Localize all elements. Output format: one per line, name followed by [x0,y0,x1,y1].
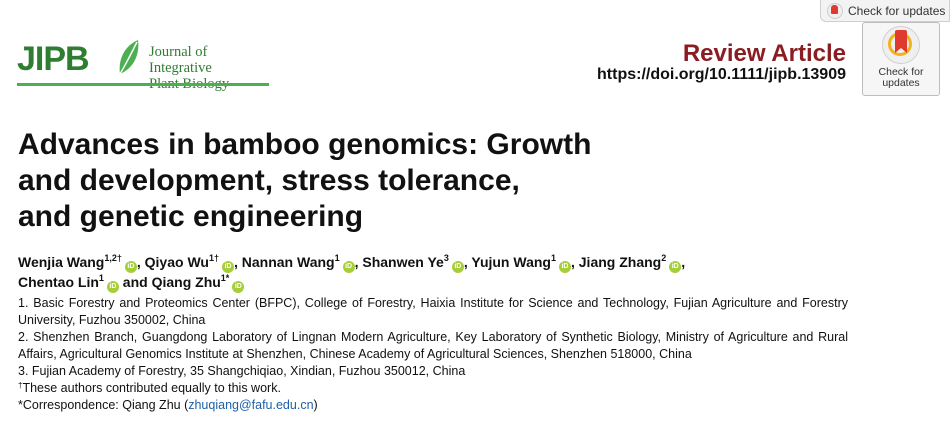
check-for-updates-banner[interactable]: Check for updates [820,0,950,22]
orcid-icon[interactable]: iD [342,261,355,273]
author[interactable]: Qiyao Wu1†iD [144,253,234,273]
author-separator: , [354,254,359,270]
author-name: Qiyao Wu [144,254,209,270]
title-line: and development, stress tolerance, [18,164,520,197]
affiliations: 1. Basic Forestry and Proteomics Center … [18,295,848,414]
badge-line2: updates [882,77,920,89]
author-name: Yujun Wang [471,254,551,270]
correspondence-email-link[interactable]: zhuqiang@fafu.edu.cn [188,398,314,412]
author[interactable]: Qiang Zhu1*iD [151,273,245,293]
orcid-icon[interactable]: iD [106,281,119,293]
author-separator: , [136,254,141,270]
title-line: and genetic engineering [18,200,364,233]
author[interactable]: Wenjia Wang1,2†iD [18,253,137,273]
badge-line1: Check for [878,66,924,78]
author-affiliation-sup: 3 [443,253,449,263]
crossmark-icon [882,26,920,64]
correspondence-note: *Correspondence: Qiang Zhu (zhuqiang@faf… [18,397,848,414]
author-name: Jiang Zhang [578,254,662,270]
author-affiliation-sup: 1 [98,273,104,283]
author-separator: , [233,254,238,270]
orcid-icon[interactable]: iD [558,261,571,273]
orcid-icon[interactable]: iD [221,261,234,273]
check-for-updates-icon [827,2,843,19]
author-line: Wenjia Wang1,2†iD, Qiyao Wu1†iD, Nannan … [18,253,938,273]
check-for-updates-text: Check for updates [879,67,924,89]
author-affiliation-sup: 1* [220,273,230,283]
author-name: Shanwen Ye [362,254,444,270]
dagger-symbol: † [18,381,23,390]
author-affiliation-sup: 1† [208,253,219,263]
journal-name: Journal of Integrative Plant Biology [149,44,272,92]
author-name: Chentao Lin [18,274,99,290]
check-for-updates-label: Check for updates [848,3,946,18]
doi-link[interactable]: https://doi.org/10.1111/jipb.13909 [597,66,846,83]
author[interactable]: Chentao Lin1iD [18,273,119,293]
author-name: Qiang Zhu [151,274,221,290]
affiliation: 2. Shenzhen Branch, Guangdong Laboratory… [18,330,848,361]
leaf-icon [119,40,139,75]
journal-name-line1: Journal of Integrative [149,44,212,76]
orcid-icon[interactable]: iD [669,261,682,273]
equal-contribution-note: †These authors contributed equally to th… [18,380,848,397]
equal-contribution-text: These authors contributed equally to thi… [22,381,281,395]
correspondence-suffix: ) [313,398,318,412]
author-name: Wenjia Wang [18,254,105,270]
author-separator: , [570,254,575,270]
author-affiliation-sup: 2 [661,253,667,263]
orcid-icon[interactable]: iD [451,261,464,273]
affiliation: 3. Fujian Academy of Forestry, 35 Shangc… [18,364,466,378]
journal-logo[interactable]: JIPB Journal of Integrative Plant Biolog… [17,36,272,92]
author-affiliation-sup: 1 [334,253,340,263]
author[interactable]: Yujun Wang1iD [471,253,571,273]
author-conjunction: and [122,274,148,290]
author-affiliation-sup: 1 [550,253,556,263]
title-line: Advances in bamboo genomics: Growth [18,128,592,161]
author[interactable]: Shanwen Ye3iD [362,253,464,273]
author-separator: , [463,254,468,270]
author-name: Nannan Wang [241,254,335,270]
author-list: Wenjia Wang1,2†iD, Qiyao Wu1†iD, Nannan … [18,253,938,293]
author-affiliation-sup: 1,2† [104,253,122,263]
article-type: Review Article [682,40,846,67]
author[interactable]: Nannan Wang1iD [241,253,355,273]
orcid-icon[interactable]: iD [232,281,245,293]
affiliation: 1. Basic Forestry and Proteomics Center … [18,296,848,327]
orcid-icon[interactable]: iD [124,261,137,273]
author[interactable]: Jiang Zhang2iD [578,253,682,273]
check-for-updates-badge[interactable]: Check for updates [862,22,940,96]
article-title: Advances in bamboo genomics: Growth and … [18,127,738,235]
author-separator: , [681,254,686,270]
author-line: Chentao Lin1iD and Qiang Zhu1*iD [18,273,938,293]
logo-underline [17,83,269,86]
correspondence-prefix: *Correspondence: Qiang Zhu ( [18,398,189,412]
journal-abbrev: JIPB [17,40,90,78]
